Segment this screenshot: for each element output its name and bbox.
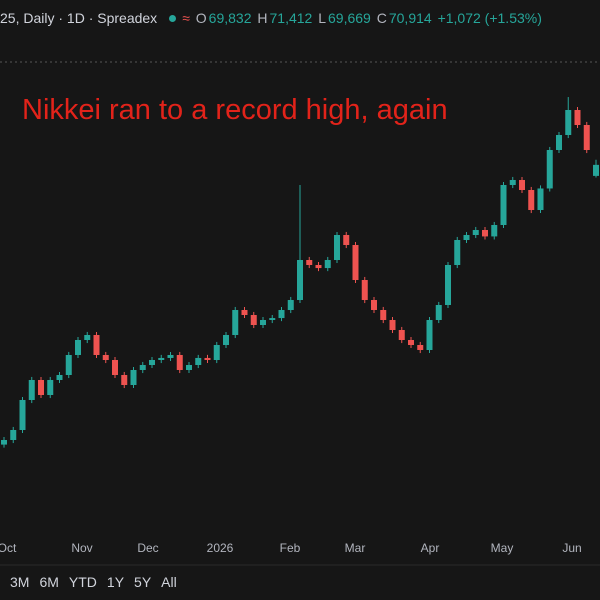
candle-body: [56, 375, 63, 380]
candle-body: [213, 345, 220, 360]
candle-body: [28, 380, 35, 400]
candle-body: [241, 310, 248, 315]
candle-body: [278, 310, 285, 319]
candle-body: [84, 335, 91, 340]
candle-body: [408, 340, 414, 345]
candle-body: [463, 235, 470, 240]
annotation: Nikkei ran to a record high, again: [22, 94, 448, 126]
range-button[interactable]: 3M: [10, 574, 30, 590]
candle-body: [389, 320, 396, 330]
candle-body: [380, 310, 387, 320]
candle-body: [445, 265, 451, 305]
wave-icon: ≈: [182, 10, 190, 26]
status-dot: [169, 15, 177, 22]
candle-body: [361, 280, 368, 300]
candle-body: [65, 355, 72, 375]
candle-body: [315, 265, 322, 269]
candle-body: [482, 230, 488, 237]
candle-body: [102, 355, 109, 360]
candle-body: [500, 185, 507, 225]
candle-body: [93, 335, 100, 355]
x-tick-label: Oct: [0, 541, 17, 555]
candle-body: [417, 345, 424, 350]
candle-body: [371, 300, 377, 310]
range-button[interactable]: 1Y: [106, 574, 125, 590]
candle-body: [75, 340, 81, 355]
candle-body: [509, 180, 516, 185]
symbol: 25, Daily · 1D · Spreadex: [0, 10, 158, 26]
candle-body: [491, 225, 498, 237]
candle-body: [287, 300, 294, 310]
candle-body: [583, 125, 590, 150]
x-tick-label: Apr: [421, 541, 440, 555]
candle-body: [565, 110, 572, 135]
range-button[interactable]: YTD: [68, 574, 97, 590]
candle-body: [38, 380, 44, 395]
range-button[interactable]: All: [161, 574, 177, 590]
candle-body: [343, 235, 350, 245]
range-button[interactable]: 5Y: [134, 574, 152, 590]
change-value: +1,072 (+1.53%): [437, 10, 542, 26]
candle-body: [426, 320, 433, 350]
candle-body: [593, 164, 599, 176]
candle-body: [139, 365, 146, 370]
x-tick-label: Dec: [137, 541, 158, 555]
candle-body: [176, 355, 183, 370]
range-button[interactable]: 6M: [39, 574, 59, 590]
candle-body: [306, 260, 313, 265]
candle-body: [260, 320, 266, 325]
candle-body: [574, 110, 581, 125]
candle-body: [537, 188, 544, 210]
candle-body: [334, 235, 340, 260]
candle-body: [556, 135, 562, 150]
candle-body: [528, 190, 535, 210]
candle-body: [223, 335, 229, 345]
candle-body: [195, 357, 202, 365]
candle-body: [435, 305, 442, 320]
x-tick-label: Jun: [562, 541, 581, 555]
x-tick-label: Nov: [71, 541, 92, 555]
x-tick-label: May: [491, 541, 514, 555]
candle-body: [269, 318, 276, 320]
open-label: O: [195, 10, 207, 26]
candle-body: [19, 400, 26, 430]
low-value: 69,669: [328, 10, 371, 26]
candle-body: [454, 240, 461, 265]
high-value: 71,412: [269, 10, 313, 26]
candle-body: [250, 315, 257, 325]
x-tick-label: Mar: [345, 541, 366, 555]
x-tick-label: 2026: [207, 541, 234, 555]
low-label: L: [318, 10, 327, 26]
candle-body: [149, 360, 155, 365]
header: 25, Daily · 1D · Spreadex ≈ O 69,832 H 71,4…: [0, 10, 544, 26]
candle-body: [232, 310, 239, 335]
candle-body: [472, 230, 479, 235]
candle-body: [158, 357, 165, 360]
candle-body: [130, 370, 137, 385]
x-tick-label: Feb: [280, 541, 301, 555]
candle-body: [519, 180, 525, 190]
candle-body: [10, 430, 17, 440]
close-value: 70,914: [388, 10, 432, 26]
candle-body: [546, 150, 553, 189]
candle-body: [186, 365, 192, 370]
candle-body: [167, 355, 174, 358]
candle-body: [112, 360, 118, 375]
range-toolbar: 3M 6M YTD 1Y 5Y All: [10, 574, 187, 590]
candle-body: [121, 375, 128, 385]
candle-body: [47, 380, 54, 395]
candle-body: [324, 260, 331, 269]
high-label: H: [257, 10, 268, 26]
candle-body: [352, 245, 359, 280]
candle-body: [204, 357, 211, 360]
candle-body: [1, 440, 7, 445]
candle-body: [398, 330, 405, 340]
candle-body: [297, 260, 303, 300]
open-value: 69,832: [208, 10, 252, 26]
close-label: C: [376, 10, 387, 26]
